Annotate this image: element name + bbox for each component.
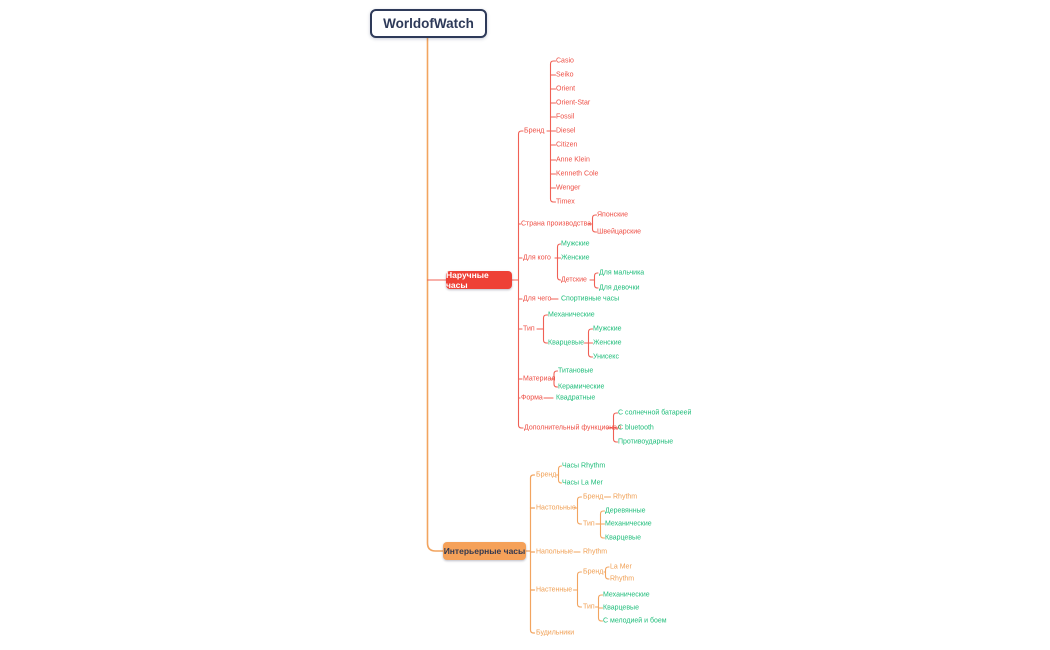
tree-leaf[interactable]: Citizen (556, 141, 578, 149)
tree-leaf[interactable]: Квадратные (556, 394, 596, 402)
tree-leaf[interactable]: La Mer (610, 563, 632, 571)
tree-leaf[interactable]: Женские (593, 339, 622, 347)
tree-leaf[interactable]: Rhythm (610, 575, 635, 583)
tree-leaf[interactable]: Timex (556, 198, 575, 206)
category-label-quartz[interactable]: Кварцевые (548, 339, 584, 347)
tree-leaf[interactable]: Для мальчика (599, 269, 645, 277)
tree-leaf[interactable]: Механические (605, 520, 652, 528)
tree-leaf[interactable]: Швейцарские (597, 228, 642, 236)
tree-leaf[interactable]: Wenger (556, 184, 581, 192)
tree-leaf[interactable]: Casio (556, 57, 574, 65)
tree-leaf[interactable]: Титановые (558, 367, 594, 375)
branch-node-wrist-watches[interactable]: Наручные часы (446, 270, 512, 290)
tree-leaf[interactable]: С bluetooth (618, 424, 654, 432)
category-label-audience[interactable]: Для кого (523, 254, 551, 262)
tree-leaf[interactable]: Часы La Mer (562, 479, 603, 487)
category-label-floor[interactable]: Напольные (536, 548, 573, 556)
tree-leaf[interactable]: Anne Klein (556, 156, 590, 164)
category-label-extra-features[interactable]: Дополнительный функционал (524, 424, 622, 432)
tree-leaf[interactable]: С солнечной батареей (618, 409, 692, 417)
category-label-purpose[interactable]: Для чего (523, 295, 552, 303)
tree-leaf[interactable]: Японские (597, 211, 628, 219)
tree-leaf[interactable]: Seiko (556, 71, 574, 79)
category-label-wall-type[interactable]: Тип (583, 603, 595, 611)
tree-leaf[interactable]: Мужские (593, 325, 622, 333)
interior-node-label: Интерьерные часы (443, 546, 526, 556)
tree-leaf[interactable]: Orient (556, 85, 576, 93)
category-label-type[interactable]: Тип (523, 325, 535, 333)
tree-leaf[interactable]: Orient-Star (556, 99, 591, 107)
category-label-wall-brand[interactable]: Бренд (583, 568, 604, 576)
tree-leaf[interactable]: Кварцевые (605, 534, 641, 542)
tree-leaf[interactable]: Женские (561, 254, 590, 262)
tree-leaf[interactable]: Rhythm (613, 493, 638, 501)
root-node-label: WorldofWatch (383, 16, 474, 31)
category-label-interior-brand[interactable]: Бренд (536, 471, 557, 479)
category-label-brand[interactable]: Бренд (524, 127, 545, 135)
category-label-desktop-type[interactable]: Тип (583, 520, 595, 528)
category-label-shape[interactable]: Форма (521, 394, 543, 402)
category-label-desktop[interactable]: Настольные (536, 504, 576, 512)
tree-leaf[interactable]: Деревянные (605, 507, 646, 515)
category-label-desktop-brand[interactable]: Бренд (583, 493, 604, 501)
tree-leaf[interactable]: Унисекс (593, 353, 619, 361)
tree-leaf[interactable]: Керамические (558, 383, 605, 391)
category-label-material[interactable]: Материал (523, 375, 556, 383)
tree-leaf[interactable]: Мужские (561, 240, 590, 248)
tree-leaf[interactable]: С мелодией и боем (603, 617, 667, 625)
category-label-wall[interactable]: Настенные (536, 586, 573, 594)
tree-leaf[interactable]: Rhythm (583, 548, 608, 556)
tree-leaf[interactable]: Kenneth Cole (556, 170, 599, 178)
tree-leaf[interactable]: Часы Rhythm (562, 462, 606, 470)
tree-leaf[interactable]: Спортивные часы (561, 295, 620, 303)
wrist-node-label: Наручные часы (446, 270, 489, 290)
tree-leaf[interactable]: Diesel (556, 127, 576, 135)
root-node[interactable]: WorldofWatch (370, 9, 487, 38)
tree-leaf[interactable]: Для девочки (599, 284, 640, 292)
category-label-country[interactable]: Страна производства (521, 220, 592, 228)
tree-leaf[interactable]: Кварцевые (603, 604, 639, 612)
tree-leaf[interactable]: Механические (548, 311, 595, 319)
category-label-alarm[interactable]: Будильники (536, 629, 575, 637)
tree-leaf[interactable]: Механические (603, 591, 650, 599)
tree-leaf[interactable]: Fossil (556, 113, 575, 121)
tree-leaf[interactable]: Противоударные (618, 438, 674, 446)
category-label-kids[interactable]: Детские (561, 276, 587, 284)
branch-node-interior-watches[interactable]: Интерьерные часы (443, 542, 526, 560)
